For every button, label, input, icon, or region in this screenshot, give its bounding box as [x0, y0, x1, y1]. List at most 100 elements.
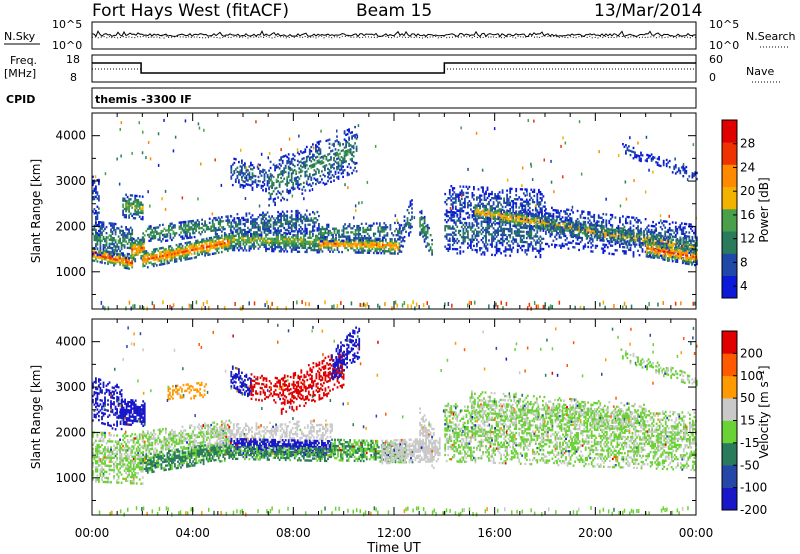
echo-cell	[602, 233, 605, 236]
echo-cell	[295, 236, 298, 239]
echo-cell	[587, 228, 590, 232]
echo-cell	[162, 250, 164, 254]
echo-cell	[333, 229, 336, 232]
echo-cell	[575, 221, 577, 225]
echo-cell	[213, 252, 216, 255]
echo-cell	[251, 220, 254, 223]
echo-cell	[247, 230, 249, 234]
echo-cell	[245, 239, 248, 242]
echo-cell	[486, 229, 489, 232]
echo-cell	[122, 264, 124, 267]
echo-cell	[226, 249, 229, 252]
echo-cell	[283, 231, 286, 235]
echo-cell	[155, 258, 158, 261]
echo-cell	[644, 218, 647, 221]
echo-cell	[316, 210, 319, 214]
echo-cell	[445, 235, 448, 238]
echo-cell	[128, 204, 130, 207]
echo-cell	[381, 238, 384, 241]
echo-cell	[268, 215, 270, 218]
echo-cell	[245, 232, 248, 236]
echo-cell	[459, 199, 462, 203]
echo-cell	[519, 215, 522, 219]
echo-cell	[688, 239, 691, 242]
echo-cell	[389, 228, 392, 231]
echo-cell	[546, 224, 549, 227]
echo-cell	[166, 255, 169, 259]
echo-cell	[354, 237, 357, 240]
echo-cell	[132, 248, 135, 251]
echo-cell	[359, 228, 362, 232]
echo-cell	[333, 248, 336, 251]
echo-cell	[395, 244, 398, 247]
echo-cell	[120, 246, 123, 249]
echo-cell	[377, 251, 380, 255]
echo-cell	[649, 237, 652, 240]
echo-cell	[506, 238, 508, 241]
echo-cell	[497, 212, 499, 215]
echo-cell	[462, 205, 465, 209]
echo-cell	[149, 231, 152, 234]
echo-cell	[559, 230, 561, 233]
echo-cell	[495, 217, 498, 221]
echo-cell	[193, 231, 196, 235]
echo-cell	[323, 234, 325, 237]
echo-cell	[295, 238, 298, 241]
echo-cell	[512, 210, 515, 213]
echo-cell	[253, 222, 255, 225]
echo-cell	[453, 213, 456, 216]
echo-cell	[581, 238, 583, 242]
echo-cell	[189, 220, 191, 223]
echo-cell	[612, 238, 615, 242]
echo-cell	[272, 241, 275, 245]
echo-cell	[101, 261, 103, 264]
echo-cell	[186, 258, 188, 261]
echo-cell	[624, 228, 626, 232]
echo-cell	[107, 262, 109, 266]
echo-cell	[95, 209, 97, 213]
echo-cell	[128, 200, 130, 203]
echo-cell	[605, 227, 608, 231]
echo-cell	[685, 247, 688, 250]
echo-cell	[312, 227, 314, 230]
echo-cell	[518, 217, 521, 220]
echo-cell	[336, 242, 339, 245]
echo-cell	[244, 239, 246, 242]
echo-cell	[134, 213, 137, 216]
echo-cell	[549, 224, 552, 228]
echo-cell	[546, 212, 549, 215]
echo-cell	[531, 213, 534, 216]
echo-cell	[509, 254, 512, 257]
echo-cell	[244, 222, 246, 226]
echo-cell	[395, 240, 398, 243]
echo-cell	[541, 211, 543, 214]
echo-cell	[513, 240, 516, 243]
echo-cell	[140, 201, 143, 204]
echo-cell	[345, 231, 348, 234]
echo-cell	[119, 229, 121, 232]
echo-cell	[515, 240, 518, 243]
echo-cell	[519, 213, 522, 217]
echo-cell	[504, 215, 507, 218]
echo-cell	[338, 238, 340, 241]
echo-cell	[460, 207, 463, 210]
echo-cell	[213, 229, 216, 232]
echo-cell	[431, 249, 433, 252]
echo-cell	[420, 224, 423, 227]
echo-cell	[190, 257, 193, 260]
echo-cell	[168, 253, 170, 256]
echo-cell	[692, 252, 694, 255]
echo-cell	[195, 221, 197, 224]
echo-cell	[522, 224, 525, 227]
echo-cell	[477, 208, 480, 212]
echo-cell	[269, 245, 272, 249]
echo-cell	[175, 254, 178, 257]
echo-cell	[633, 236, 635, 239]
echo-cell	[602, 227, 605, 230]
echo-cell	[198, 231, 200, 234]
echo-cell	[257, 228, 260, 231]
echo-cell	[283, 250, 286, 253]
echo-cell	[104, 227, 106, 231]
echo-cell	[169, 237, 172, 240]
echo-cell	[236, 242, 239, 246]
